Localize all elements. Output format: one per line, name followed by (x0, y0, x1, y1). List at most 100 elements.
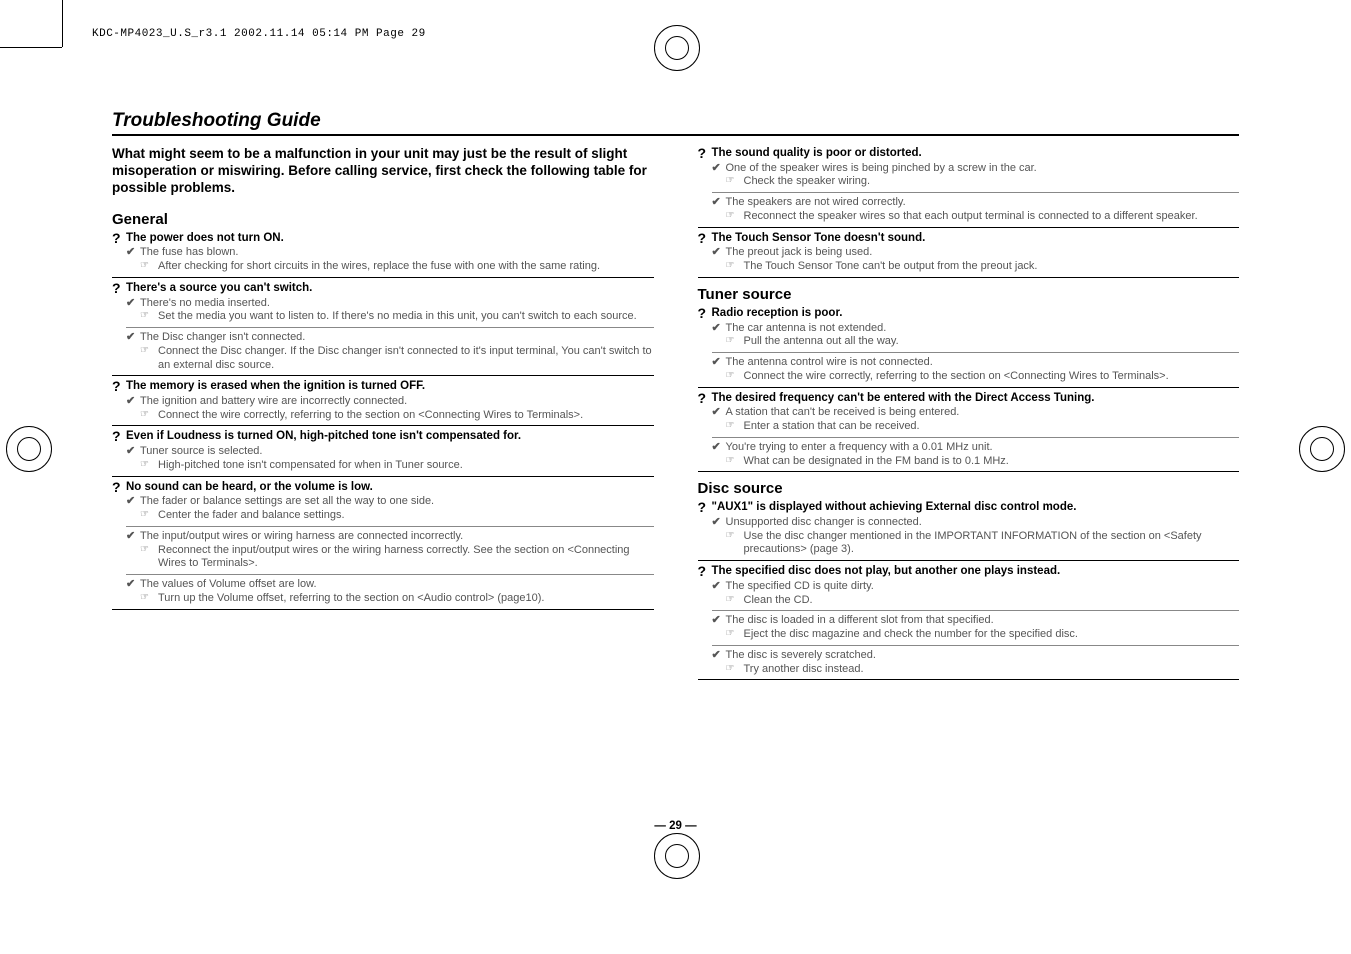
remedy-text: What can be designated in the FM band is… (744, 455, 1009, 469)
question-mark-icon: ? (698, 306, 712, 321)
pointer-icon: ☞ (726, 335, 744, 348)
crop-mark (0, 47, 62, 48)
pointer-icon: ☞ (726, 628, 744, 641)
check-icon: ✔ (126, 395, 140, 409)
remedy-text: Pull the antenna out all the way. (744, 335, 899, 349)
q-text: The sound quality is poor or distorted. (712, 146, 922, 160)
cause-text: The ignition and battery wire are incorr… (140, 395, 407, 409)
q-radio-reception: ?Radio reception is poor. ✔The car anten… (698, 306, 1240, 384)
section-general: General (112, 211, 654, 228)
left-column: What might seem to be a malfunction in y… (112, 144, 654, 683)
remedy-text: Connect the Disc changer. If the Disc ch… (158, 345, 654, 373)
pointer-icon: ☞ (726, 594, 744, 607)
divider (698, 471, 1240, 472)
q-sound-distorted: ?The sound quality is poor or distorted.… (698, 146, 1240, 224)
pointer-icon: ☞ (726, 530, 744, 543)
remedy-text: Reconnect the input/output wires or the … (158, 544, 654, 572)
pointer-icon: ☞ (140, 345, 158, 358)
check-icon: ✔ (712, 246, 726, 260)
registration-circle-bottom-inner (665, 844, 689, 868)
remedy-text: The Touch Sensor Tone can't be output fr… (744, 260, 1038, 274)
cause-text: Unsupported disc changer is connected. (726, 516, 922, 530)
divider (698, 560, 1240, 561)
divider (112, 609, 654, 610)
remedy-text: Connect the wire correctly, referring to… (744, 370, 1169, 384)
question-mark-icon: ? (112, 429, 126, 444)
q-power-on: ?The power does not turn ON. ✔The fuse h… (112, 231, 654, 274)
check-icon: ✔ (712, 614, 726, 628)
sub-divider (712, 610, 1240, 611)
remedy-text: Center the fader and balance settings. (158, 509, 345, 523)
q-memory-erased: ?The memory is erased when the ignition … (112, 379, 654, 422)
cause-text: There's no media inserted. (140, 297, 270, 311)
cause-text: A station that can't be received is bein… (726, 406, 960, 420)
q-specified-disc: ?The specified disc does not play, but a… (698, 564, 1240, 676)
remedy-text: After checking for short circuits in the… (158, 260, 600, 274)
q-text: The memory is erased when the ignition i… (126, 379, 425, 393)
cause-text: The values of Volume offset are low. (140, 578, 317, 592)
page-root: KDC-MP4023_U.S_r3.1 2002.11.14 05:14 PM … (0, 0, 1351, 954)
q-text: Radio reception is poor. (712, 306, 843, 320)
sub-divider (712, 192, 1240, 193)
question-mark-icon: ? (698, 231, 712, 246)
question-mark-icon: ? (698, 564, 712, 579)
q-text: There's a source you can't switch. (126, 281, 312, 295)
pointer-icon: ☞ (726, 663, 744, 676)
q-no-sound: ?No sound can be heard, or the volume is… (112, 480, 654, 606)
crop-mark (62, 0, 63, 47)
check-icon: ✔ (126, 578, 140, 592)
divider (698, 277, 1240, 278)
page-title: Troubleshooting Guide (112, 110, 1239, 132)
remedy-text: Turn up the Volume offset, referring to … (158, 592, 544, 606)
check-icon: ✔ (712, 441, 726, 455)
cause-text: The specified CD is quite dirty. (726, 580, 874, 594)
question-mark-icon: ? (112, 480, 126, 495)
remedy-text: Check the speaker wiring. (744, 175, 871, 189)
check-icon: ✔ (712, 406, 726, 420)
page-number: — 29 — (0, 820, 1351, 832)
cause-text: The input/output wires or wiring harness… (140, 530, 463, 544)
pointer-icon: ☞ (140, 260, 158, 273)
q-text: The power does not turn ON. (126, 231, 284, 245)
sub-divider (712, 437, 1240, 438)
sub-divider (712, 645, 1240, 646)
print-header: KDC-MP4023_U.S_r3.1 2002.11.14 05:14 PM … (92, 28, 426, 40)
cause-text: The fader or balance settings are set al… (140, 495, 434, 509)
q-text: The Touch Sensor Tone doesn't sound. (712, 231, 926, 245)
question-mark-icon: ? (112, 379, 126, 394)
check-icon: ✔ (712, 516, 726, 530)
q-loudness: ?Even if Loudness is turned ON, high-pit… (112, 429, 654, 472)
question-mark-icon: ? (112, 281, 126, 296)
check-icon: ✔ (126, 495, 140, 509)
pointer-icon: ☞ (140, 409, 158, 422)
pointer-icon: ☞ (140, 509, 158, 522)
divider (112, 476, 654, 477)
registration-circle-left-inner (17, 437, 41, 461)
question-mark-icon: ? (698, 146, 712, 161)
intro-text: What might seem to be a malfunction in y… (112, 146, 654, 197)
pointer-icon: ☞ (726, 210, 744, 223)
cause-text: The car antenna is not extended. (726, 322, 887, 336)
q-text: The specified disc does not play, but an… (712, 564, 1061, 578)
cause-text: You're trying to enter a frequency with … (726, 441, 993, 455)
remedy-text: Connect the wire correctly, referring to… (158, 409, 583, 423)
check-icon: ✔ (712, 580, 726, 594)
section-tuner: Tuner source (698, 286, 1240, 303)
q-text: No sound can be heard, or the volume is … (126, 480, 373, 494)
check-icon: ✔ (712, 649, 726, 663)
pointer-icon: ☞ (726, 175, 744, 188)
cause-text: The speakers are not wired correctly. (726, 196, 906, 210)
check-icon: ✔ (126, 530, 140, 544)
columns: What might seem to be a malfunction in y… (112, 144, 1239, 683)
pointer-icon: ☞ (726, 420, 744, 433)
divider (698, 387, 1240, 388)
pointer-icon: ☞ (140, 310, 158, 323)
q-aux1: ?"AUX1" is displayed without achieving E… (698, 500, 1240, 557)
pointer-icon: ☞ (140, 544, 158, 557)
sub-divider (126, 574, 654, 575)
cause-text: Tuner source is selected. (140, 445, 262, 459)
remedy-text: Eject the disc magazine and check the nu… (744, 628, 1078, 642)
check-icon: ✔ (126, 297, 140, 311)
cause-text: The disc is loaded in a different slot f… (726, 614, 994, 628)
question-mark-icon: ? (112, 231, 126, 246)
